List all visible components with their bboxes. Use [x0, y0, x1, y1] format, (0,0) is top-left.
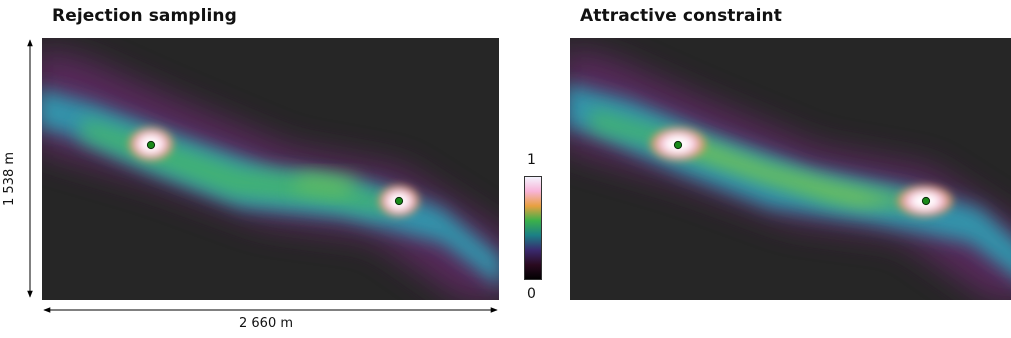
colorbar-max-label: 1 — [527, 152, 536, 168]
title-attractive-constraint: Attractive constraint — [580, 6, 782, 26]
title-rejection-sampling: Rejection sampling — [52, 6, 237, 26]
marker-point-2 — [921, 196, 931, 206]
heatmap-rejection-sampling — [42, 38, 499, 300]
width-dimension-label: 2 660 m — [239, 316, 294, 331]
marker-point-2 — [394, 196, 404, 206]
colorbar-min-label: 0 — [527, 286, 536, 302]
colorbar — [524, 176, 542, 280]
height-dimension-label: 1 538 m — [2, 151, 17, 206]
marker-point-1 — [673, 140, 683, 150]
marker-point-1 — [146, 140, 156, 150]
heatmap-attractive-constraint — [570, 38, 1011, 300]
